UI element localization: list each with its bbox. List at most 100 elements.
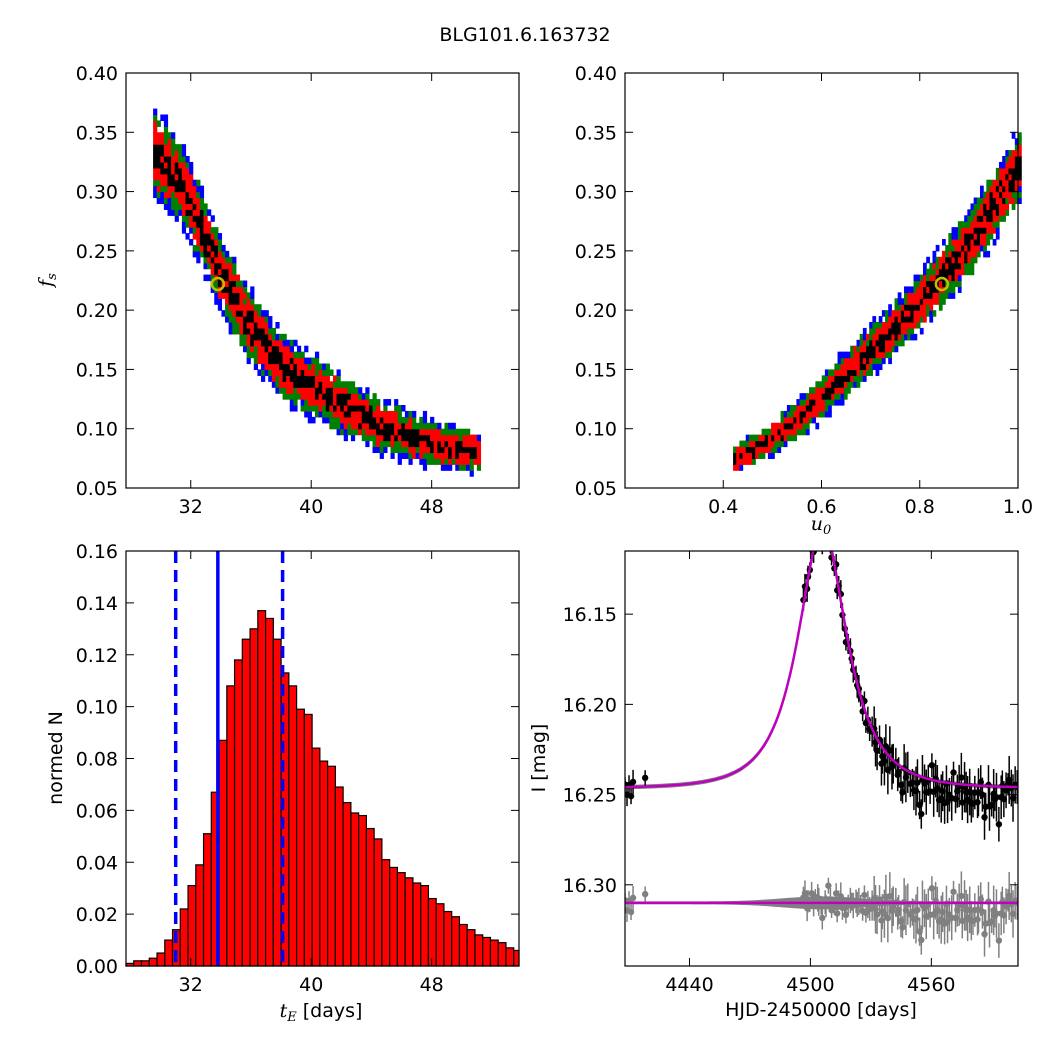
- heatmap-cell: [455, 464, 460, 471]
- heatmap-cell: [354, 387, 359, 394]
- heatmap-cell: [257, 339, 262, 347]
- heatmap-cell: [332, 381, 338, 388]
- heatmap-cell: [847, 351, 851, 359]
- y-tick-label: 16.25: [563, 785, 617, 807]
- heatmap-cell: [322, 387, 327, 394]
- heatmap-cell: [178, 191, 183, 199]
- heatmap-cell: [980, 209, 984, 216]
- heatmap-cell: [1005, 156, 1010, 163]
- heatmap-cell: [976, 197, 981, 205]
- heatmap-cell: [462, 440, 467, 448]
- heatmap-cell: [466, 440, 471, 448]
- heatmap-cell: [926, 310, 930, 317]
- heatmap-cell: [900, 339, 905, 347]
- heatmap-cell: [1008, 161, 1013, 169]
- heatmap-cell: [401, 446, 406, 454]
- heatmap-cell: [430, 452, 435, 459]
- heatmap-cell: [217, 239, 223, 246]
- heatmap-cell: [232, 292, 237, 299]
- heatmap-cell: [897, 298, 902, 305]
- heatmap-cell: [872, 345, 877, 353]
- heatmap-cell: [980, 191, 984, 199]
- heatmap-cell: [185, 233, 190, 240]
- histogram-bar: [396, 872, 406, 967]
- heatmap-cell: [796, 416, 801, 424]
- heatmap-cell: [828, 381, 832, 388]
- heatmap-cell: [379, 416, 384, 424]
- heatmap-cell: [840, 399, 845, 406]
- heatmap-cell: [821, 410, 826, 418]
- heatmap-cell: [322, 381, 327, 388]
- heatmap-cell: [293, 369, 298, 376]
- heatmap-cell: [408, 416, 413, 424]
- heatmap-cell: [976, 239, 981, 246]
- heatmap-cell: [379, 422, 384, 430]
- heatmap-cell: [878, 345, 883, 353]
- heatmap-cell: [458, 458, 464, 465]
- heatmap-cell: [293, 381, 298, 388]
- heatmap-cell: [809, 393, 813, 400]
- heatmap-cell: [986, 250, 991, 258]
- heatmap-cell: [983, 215, 987, 222]
- heatmap-cell: [350, 393, 356, 400]
- heatmap-cell: [904, 304, 908, 311]
- heatmap-cell: [214, 244, 219, 252]
- heatmap-cell: [961, 244, 965, 252]
- heatmap-cell: [957, 280, 962, 288]
- heatmap-cell: [856, 345, 861, 353]
- heatmap-cell: [897, 304, 902, 311]
- heatmap-cell: [973, 203, 978, 210]
- heatmap-cell: [1002, 197, 1006, 205]
- x-tick-label: 32: [179, 496, 203, 518]
- heatmap-cell: [469, 470, 474, 477]
- heatmap-cell: [935, 268, 940, 276]
- heatmap-cell: [862, 375, 867, 382]
- heatmap-cell: [793, 428, 797, 436]
- heatmap-cell: [368, 405, 374, 412]
- y-tick-label: 0.40: [575, 63, 617, 85]
- heatmap-cell: [239, 304, 244, 311]
- heatmap-cell: [268, 363, 273, 371]
- heatmap-cell: [390, 440, 395, 448]
- heatmap-cell: [412, 428, 417, 436]
- heatmap-cell: [970, 250, 975, 258]
- heatmap-cell: [430, 446, 435, 454]
- heatmap-cell: [415, 422, 420, 430]
- heatmap-cell: [847, 357, 851, 365]
- heatmap-cell: [1014, 173, 1019, 181]
- heatmap-cell: [408, 428, 413, 436]
- y-tick-label: 0.35: [76, 122, 118, 144]
- heatmap-cell: [872, 339, 877, 347]
- heatmap-cell: [840, 363, 845, 371]
- heatmap-cell: [948, 286, 953, 293]
- heatmap-cell: [343, 399, 348, 406]
- heatmap-cell: [888, 304, 892, 311]
- histogram-bar: [226, 685, 236, 967]
- heatmap-cell: [847, 387, 851, 394]
- heatmap-cell: [916, 304, 921, 311]
- heatmap-cell: [837, 357, 842, 365]
- heatmap-cell: [1005, 167, 1010, 175]
- heatmap-cell: [239, 280, 244, 288]
- heatmap-cell: [365, 399, 370, 406]
- heatmap-cell: [365, 434, 370, 442]
- heatmap-cell: [171, 191, 176, 199]
- heatmap-cell: [818, 393, 823, 400]
- heatmap-cell: [217, 256, 223, 264]
- heatmap-cell: [916, 286, 921, 293]
- heatmap-cell: [926, 280, 930, 288]
- heatmap-cell: [250, 298, 255, 305]
- heatmap-cell: [171, 209, 176, 216]
- heatmap-cell: [869, 357, 873, 365]
- heatmap-cell: [178, 161, 183, 169]
- heatmap-cell: [189, 209, 194, 216]
- heatmap-cell: [192, 233, 197, 240]
- heatmap-cell: [904, 322, 908, 329]
- heatmap-cell: [929, 292, 934, 299]
- heatmap-cell: [986, 215, 991, 222]
- heatmap-cell: [332, 375, 338, 382]
- heatmap-cell: [932, 262, 937, 270]
- heatmap-cell: [325, 363, 330, 371]
- heatmap-cell: [279, 345, 284, 353]
- heatmap-cell: [476, 458, 482, 465]
